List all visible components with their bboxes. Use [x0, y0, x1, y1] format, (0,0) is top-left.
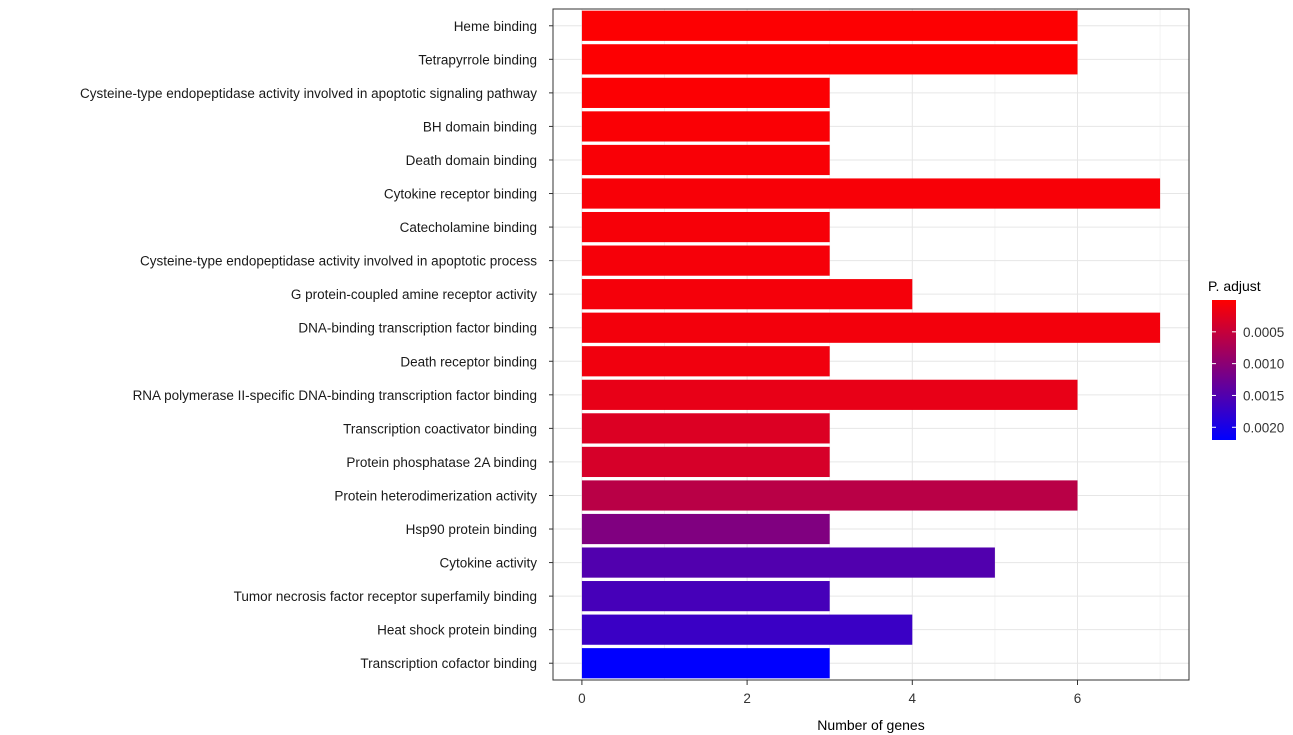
- category-label: Heat shock protein binding: [377, 623, 537, 638]
- panel-border: [552, 8, 1190, 681]
- x-tick-label: 2: [743, 691, 751, 706]
- category-label: Cytokine activity: [439, 556, 537, 571]
- category-label: Death domain binding: [406, 153, 537, 168]
- bar: [581, 413, 830, 444]
- category-label: Hsp90 protein binding: [406, 522, 537, 537]
- x-tick-label: 4: [909, 691, 917, 706]
- legend-colorbar: [1212, 300, 1236, 440]
- category-label: Tumor necrosis factor receptor superfami…: [234, 589, 537, 604]
- bar: [581, 245, 830, 276]
- category-labels: Heme binding Tetrapyrrole binding Cysteine…: [80, 19, 553, 671]
- bar: [581, 648, 830, 679]
- category-label: Tetrapyrrole binding: [418, 52, 537, 67]
- bar: [581, 279, 913, 310]
- bar: [581, 111, 830, 142]
- category-label: Catecholamine binding: [400, 220, 537, 235]
- bar: [581, 513, 830, 545]
- bar: [581, 178, 1161, 209]
- category-label: Heme binding: [454, 19, 537, 34]
- legend-tick-label: 0.0020: [1243, 420, 1284, 435]
- legend-tick-label: 0.0010: [1243, 357, 1284, 372]
- bar: [581, 144, 830, 176]
- legend-title: P. adjust: [1208, 278, 1261, 294]
- category-label: Cysteine-type endopeptidase activity inv…: [80, 86, 537, 101]
- x-axis: 0 2 4 6: [578, 680, 1081, 706]
- x-tick-label: 6: [1074, 691, 1082, 706]
- category-label: G protein-coupled amine receptor activit…: [291, 287, 537, 302]
- x-axis-title: Number of genes: [817, 717, 924, 733]
- category-label: Protein heterodimerization activity: [334, 488, 537, 503]
- bar: [581, 379, 1078, 410]
- bar: [581, 581, 830, 612]
- category-label: Death receptor binding: [400, 354, 537, 369]
- category-label: Cysteine-type endopeptidase activity inv…: [140, 254, 537, 269]
- category-label: Transcription cofactor binding: [360, 656, 537, 671]
- bar: [581, 547, 995, 578]
- bar: [581, 10, 1078, 41]
- category-label: Transcription coactivator binding: [343, 421, 537, 436]
- bar: [581, 312, 1161, 343]
- bar: [581, 614, 913, 645]
- bar: [581, 44, 1078, 75]
- bar: [581, 346, 830, 377]
- x-tick-label: 0: [578, 691, 586, 706]
- category-label: BH domain binding: [423, 119, 537, 134]
- bar: [581, 480, 1078, 511]
- category-label: DNA-binding transcription factor binding: [298, 321, 537, 336]
- grid: [553, 9, 1189, 680]
- legend-tick-label: 0.0005: [1243, 325, 1284, 340]
- legend-tick-label: 0.0015: [1243, 388, 1284, 403]
- bar: [581, 211, 830, 243]
- category-label: Cytokine receptor binding: [384, 187, 537, 202]
- legend: P. adjust 0.0005 0.0010 0.0015 0.0020: [1208, 278, 1284, 440]
- bar: [581, 77, 830, 108]
- category-label: RNA polymerase II-specific DNA-binding t…: [133, 388, 537, 403]
- category-label: Protein phosphatase 2A binding: [346, 455, 537, 470]
- bar: [581, 446, 830, 478]
- bars: [581, 10, 1161, 679]
